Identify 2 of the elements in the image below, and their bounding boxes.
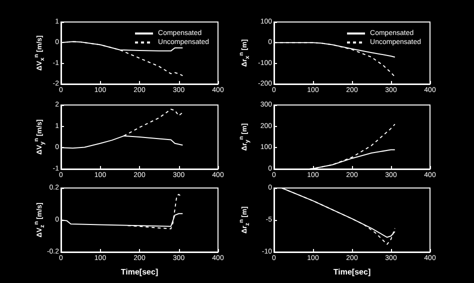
x-axis-title: Time[sec] [120,268,158,276]
x-axis-title: Time[sec] [333,268,371,276]
